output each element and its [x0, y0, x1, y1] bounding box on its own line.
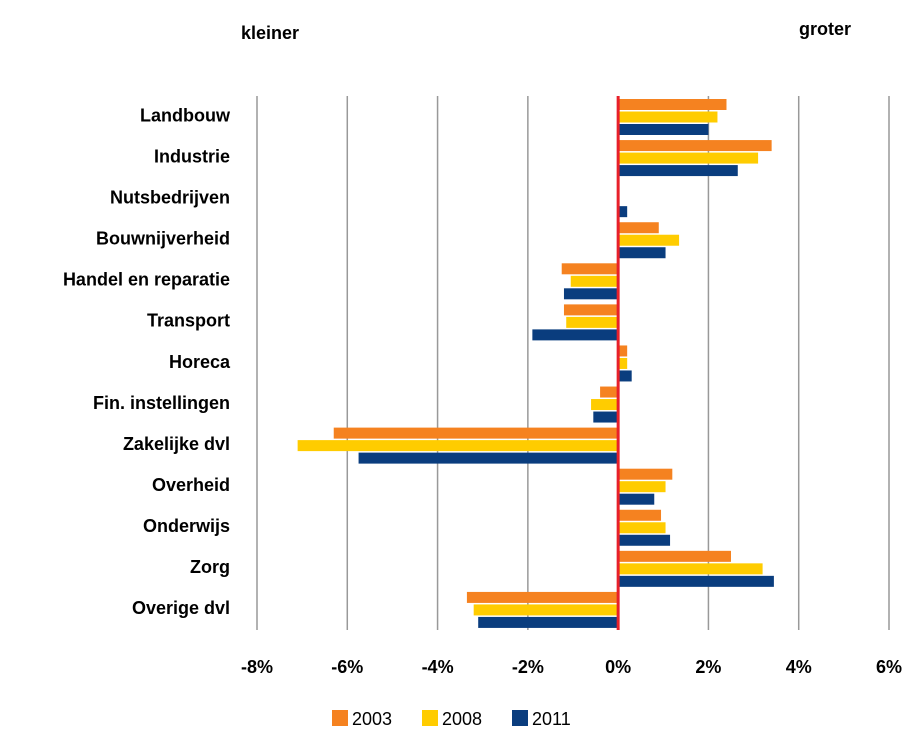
- bar: [563, 304, 619, 316]
- legend-swatch: [332, 710, 348, 726]
- bar: [591, 399, 619, 411]
- bar: [618, 111, 718, 123]
- bar: [618, 357, 628, 369]
- bar: [593, 411, 619, 423]
- bar: [618, 124, 709, 135]
- y-tick-label: Transport: [147, 311, 230, 331]
- annotation-left: kleiner: [241, 23, 299, 43]
- legend-label: 2008: [442, 709, 482, 729]
- y-tick-label: Bouwnijverheid: [96, 229, 230, 249]
- y-tick-label: Onderwijs: [143, 516, 230, 536]
- y-tick-label: Landbouw: [140, 105, 231, 125]
- bar: [618, 165, 738, 177]
- annotation-right: groter: [799, 19, 851, 39]
- x-tick-label: 0%: [605, 657, 631, 677]
- bar: [478, 616, 619, 628]
- y-tick-label: Overige dvl: [132, 598, 230, 618]
- bar: [561, 263, 619, 275]
- bar: [333, 427, 619, 439]
- x-tick-label: -4%: [422, 657, 454, 677]
- legend: 2003 2008 2011: [332, 709, 571, 729]
- bar: [618, 575, 774, 587]
- bar: [618, 550, 731, 562]
- bar: [466, 591, 619, 603]
- bar: [618, 522, 666, 534]
- bar: [618, 468, 673, 480]
- bar: [473, 604, 619, 616]
- bar: [618, 222, 659, 234]
- bar: [532, 329, 619, 341]
- y-tick-label: Zakelijke dvl: [123, 434, 230, 454]
- x-tick-label: 2%: [695, 657, 721, 677]
- x-tick-label: -6%: [331, 657, 363, 677]
- y-tick-label: Zorg: [190, 557, 230, 577]
- y-tick-label: Industrie: [154, 146, 230, 166]
- bar: [297, 440, 619, 452]
- y-tick-label: Nutsbedrijven: [110, 187, 230, 207]
- bar: [618, 534, 671, 546]
- bar: [618, 370, 632, 382]
- bar: [618, 99, 727, 110]
- legend-swatch: [422, 710, 438, 726]
- x-tick-label: -2%: [512, 657, 544, 677]
- y-tick-label: Horeca: [169, 352, 231, 372]
- bar: [600, 386, 619, 398]
- legend-label: 2011: [532, 709, 571, 729]
- bar: [566, 316, 619, 328]
- bar: [618, 493, 655, 505]
- bar: [618, 206, 628, 218]
- bar: [618, 234, 680, 246]
- bar: [618, 509, 662, 521]
- bar: [618, 152, 759, 164]
- bar: [618, 247, 666, 259]
- y-tick-label: Handel en reparatie: [63, 270, 230, 290]
- bar: [618, 345, 628, 357]
- bar: [563, 288, 619, 300]
- y-tick-label: Overheid: [152, 475, 230, 495]
- bar: [618, 140, 772, 152]
- bar: [358, 452, 619, 464]
- bar: [618, 563, 763, 575]
- x-tick-label: 6%: [876, 657, 902, 677]
- bar: [570, 275, 619, 287]
- bar: [618, 481, 666, 493]
- legend-swatch: [512, 710, 528, 726]
- legend-label: 2003: [352, 709, 392, 729]
- y-tick-label: Fin. instellingen: [93, 393, 230, 413]
- x-tick-label: -8%: [241, 657, 273, 677]
- x-tick-label: 4%: [786, 657, 812, 677]
